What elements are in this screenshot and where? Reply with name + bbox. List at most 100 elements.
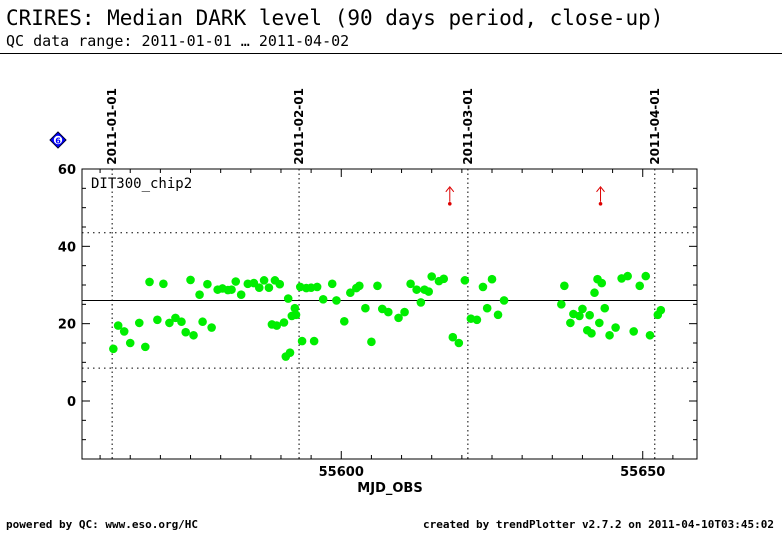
data-point xyxy=(383,307,393,317)
x-axis: 55600 55650 xyxy=(99,169,674,480)
data-point xyxy=(332,296,341,305)
data-point xyxy=(346,288,355,298)
data-point xyxy=(487,274,497,284)
data-point xyxy=(312,282,322,292)
diamond-badge-icon: 6 xyxy=(49,131,67,149)
data-point xyxy=(254,283,264,293)
data-point xyxy=(448,332,458,342)
data-point xyxy=(327,279,337,289)
data-point xyxy=(207,323,216,332)
data-point xyxy=(355,281,364,291)
data-point xyxy=(264,283,274,293)
out-of-range-markers xyxy=(445,185,605,206)
data-point xyxy=(119,327,129,336)
data-point xyxy=(198,317,207,327)
data-point xyxy=(623,271,632,281)
chart-title: CRIRES: Median DARK level (90 days perio… xyxy=(6,6,664,30)
out-of-range-dot xyxy=(447,202,452,206)
data-point xyxy=(566,318,575,328)
data-point xyxy=(291,310,301,320)
data-point xyxy=(611,323,620,332)
out-of-range-dot xyxy=(598,202,603,206)
badge-center xyxy=(53,135,63,145)
data-point xyxy=(641,271,651,281)
data-points xyxy=(109,271,666,361)
data-point xyxy=(189,330,198,340)
data-point xyxy=(557,300,566,309)
data-point xyxy=(113,321,123,330)
data-point xyxy=(406,279,415,289)
data-point xyxy=(318,295,328,304)
data-point xyxy=(165,318,174,328)
y-tick-label: 0 xyxy=(67,395,76,410)
badge-label: 6 xyxy=(55,137,61,146)
arrow-head xyxy=(596,185,605,193)
date-markers: 2011-01-01 2011-02-01 2011-03-01 2011-04-01 xyxy=(105,88,662,459)
data-point xyxy=(600,303,610,313)
data-point xyxy=(203,279,212,289)
reference-lines xyxy=(82,232,697,369)
data-point xyxy=(587,329,596,338)
data-point xyxy=(361,303,370,313)
data-point xyxy=(578,304,587,314)
data-point xyxy=(394,313,403,323)
data-point xyxy=(177,317,186,327)
y-tick-label: 60 xyxy=(58,163,76,178)
data-point xyxy=(181,327,191,337)
data-point xyxy=(560,281,569,291)
data-point xyxy=(309,336,319,346)
data-point xyxy=(454,338,464,348)
x-tick-label: 55600 xyxy=(319,465,364,480)
data-point xyxy=(367,337,376,347)
y-tick-label: 40 xyxy=(58,240,76,255)
data-point xyxy=(629,327,638,336)
footer-powered-by: powered by QC: www.eso.org/HC xyxy=(6,518,199,531)
data-point xyxy=(283,294,293,303)
data-point xyxy=(595,318,604,328)
data-point xyxy=(416,298,426,307)
data-point xyxy=(290,303,300,313)
data-point xyxy=(439,274,449,284)
data-point xyxy=(412,285,421,294)
data-point xyxy=(482,303,492,313)
data-point xyxy=(427,272,437,281)
data-point xyxy=(195,290,204,299)
footer-created-by: created by trendPlotter v2.7.2 on 2011-0… xyxy=(423,518,774,531)
chart-subtitle: QC data range: 2011-01-01 … 2011-04-02 xyxy=(6,32,350,50)
data-point xyxy=(575,311,584,321)
data-point xyxy=(645,330,655,340)
data-point xyxy=(656,305,666,315)
y-axis: 0 20 40 60 xyxy=(58,163,697,460)
date-marker-label: 2011-04-01 xyxy=(648,88,662,165)
data-point xyxy=(275,279,285,289)
data-point xyxy=(236,290,246,299)
data-point xyxy=(186,275,195,285)
x-tick-label: 55650 xyxy=(620,465,665,480)
plot-frame xyxy=(81,168,698,460)
data-point xyxy=(259,276,269,285)
date-marker-label: 2011-03-01 xyxy=(461,88,475,165)
out-of-range-arrow xyxy=(445,185,455,206)
data-point xyxy=(153,315,162,325)
data-point xyxy=(424,287,433,296)
data-point xyxy=(597,278,607,288)
panel-label: DIT300_chip2 xyxy=(91,176,192,192)
data-point xyxy=(272,321,282,330)
data-point xyxy=(400,307,409,317)
data-point xyxy=(605,330,614,340)
data-point xyxy=(227,285,236,294)
data-point xyxy=(339,317,349,326)
data-point xyxy=(145,277,154,287)
data-point xyxy=(109,344,118,354)
data-point xyxy=(231,277,241,286)
header-divider xyxy=(0,53,782,54)
arrow-head xyxy=(445,185,455,193)
date-marker-label: 2011-02-01 xyxy=(292,88,306,165)
data-point xyxy=(159,279,168,289)
x-axis-label: MJD_OBS xyxy=(357,481,422,496)
data-point xyxy=(125,338,135,348)
data-point xyxy=(590,288,599,298)
data-point xyxy=(499,296,509,305)
data-point xyxy=(460,276,470,285)
